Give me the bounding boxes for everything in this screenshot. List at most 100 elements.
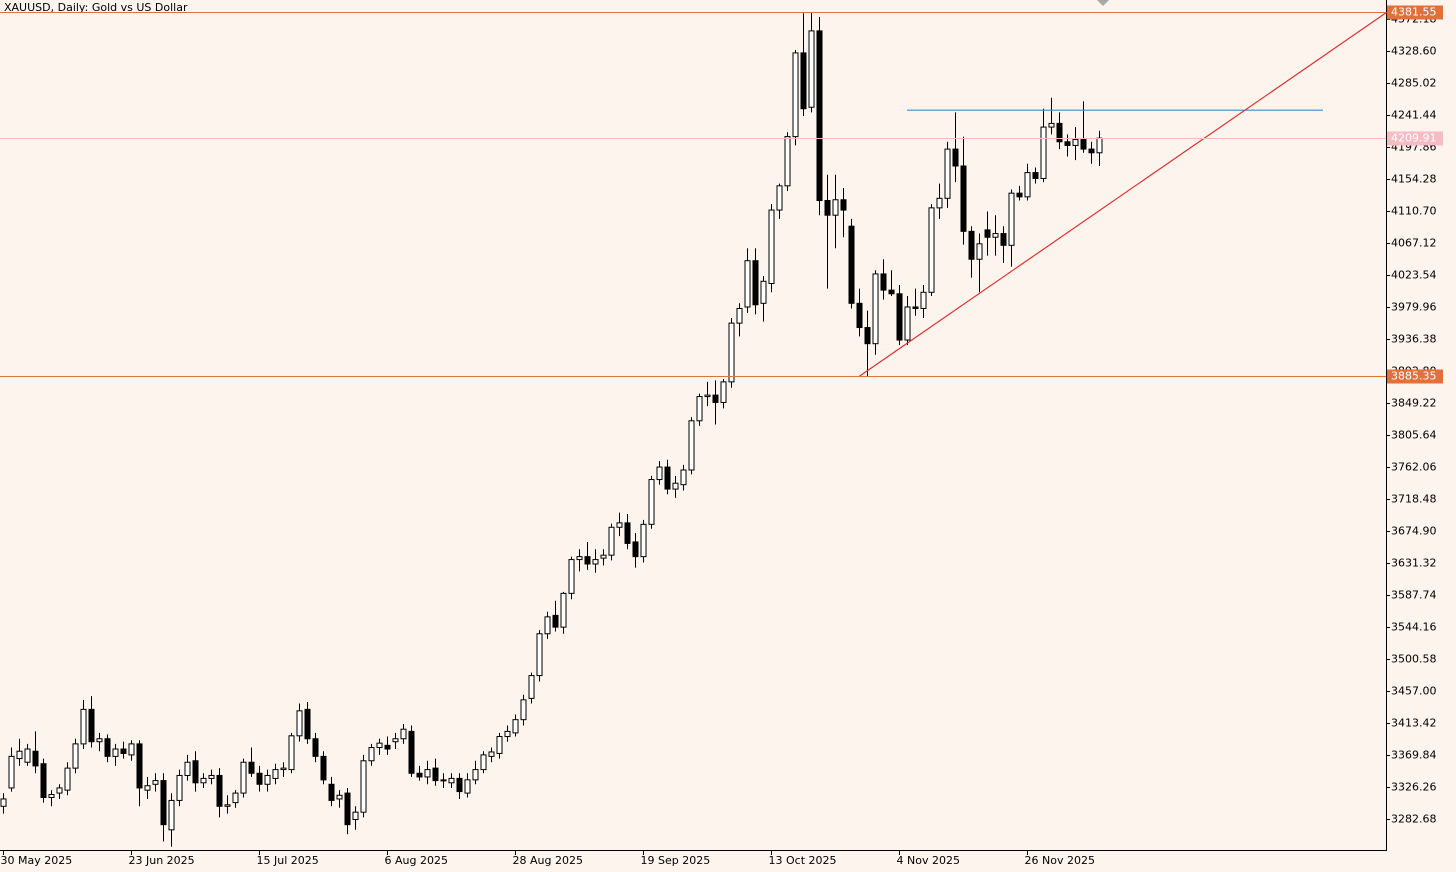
candle-body bbox=[120, 748, 127, 754]
candle-body bbox=[576, 556, 583, 561]
y-tick-label: 4285.02 bbox=[1391, 77, 1437, 90]
candle-body bbox=[960, 165, 967, 232]
candle-body bbox=[856, 302, 863, 329]
y-tick-label: 4241.44 bbox=[1391, 109, 1437, 122]
candle-body bbox=[848, 225, 855, 304]
y-tick-label: 3500.58 bbox=[1391, 653, 1437, 666]
y-tick-label: 3457.00 bbox=[1391, 685, 1437, 698]
candle-body bbox=[368, 747, 375, 762]
candle-body bbox=[512, 719, 519, 734]
level-label-box bbox=[1387, 369, 1443, 384]
candle-body bbox=[384, 744, 391, 750]
candle-body bbox=[248, 761, 255, 774]
candle-body bbox=[648, 479, 655, 525]
candle-body bbox=[800, 52, 807, 110]
candle-body bbox=[968, 230, 975, 260]
candle-body bbox=[728, 322, 735, 383]
candle-body bbox=[312, 738, 319, 757]
y-tick-label: 3979.96 bbox=[1391, 301, 1437, 314]
candle-body bbox=[1096, 137, 1103, 154]
candle-body bbox=[1072, 139, 1079, 146]
y-tick-label: 4067.12 bbox=[1391, 237, 1437, 250]
candle-body bbox=[672, 482, 679, 490]
y-tick-label: 3674.90 bbox=[1391, 525, 1437, 538]
x-tick-label: 19 Sep 2025 bbox=[641, 854, 711, 867]
y-tick-label: 4154.28 bbox=[1391, 173, 1437, 186]
candle-body bbox=[432, 767, 439, 782]
candle-body bbox=[912, 306, 919, 309]
candle-body bbox=[896, 293, 903, 341]
y-tick-label: 3544.16 bbox=[1391, 621, 1437, 634]
level-label: 4209.91 bbox=[1391, 132, 1437, 145]
candle-body bbox=[336, 794, 343, 800]
candle-body bbox=[64, 767, 71, 791]
candle-body bbox=[208, 774, 215, 779]
candle-body bbox=[1064, 141, 1071, 146]
candle-body bbox=[272, 769, 279, 779]
candle-body bbox=[472, 769, 479, 781]
candle-body bbox=[720, 381, 727, 403]
candle-body bbox=[8, 755, 15, 789]
candle-body bbox=[504, 730, 511, 738]
y-tick-label: 3631.32 bbox=[1391, 557, 1437, 570]
candle-body bbox=[544, 616, 551, 635]
x-tick-label: 23 Jun 2025 bbox=[129, 854, 195, 867]
candle-body bbox=[840, 199, 847, 211]
candle-body bbox=[736, 307, 743, 324]
candle-body bbox=[224, 804, 231, 807]
candle-body bbox=[536, 633, 543, 677]
y-tick-label: 3718.48 bbox=[1391, 493, 1437, 506]
level-label: 3885.35 bbox=[1391, 370, 1437, 383]
candle-body bbox=[80, 708, 87, 745]
candle-body bbox=[640, 523, 647, 558]
y-tick-label: 3805.64 bbox=[1391, 429, 1437, 442]
candle-body bbox=[144, 785, 151, 791]
candle-body bbox=[464, 779, 471, 794]
candle-body bbox=[56, 787, 63, 794]
candle-body bbox=[24, 748, 31, 763]
candle-body bbox=[744, 260, 751, 308]
chart-title: XAUUSD, Daily: Gold vs US Dollar bbox=[4, 1, 188, 14]
candle-body bbox=[360, 760, 367, 813]
x-tick-label: 4 Nov 2025 bbox=[897, 854, 960, 867]
candle-body bbox=[440, 779, 447, 782]
candle-body bbox=[400, 728, 407, 740]
level-label-box bbox=[1387, 131, 1443, 146]
y-tick-label: 4110.70 bbox=[1391, 205, 1437, 218]
candle-body bbox=[104, 738, 111, 757]
candle-body bbox=[816, 30, 823, 202]
candle-body bbox=[32, 750, 39, 767]
x-tick-label: 28 Aug 2025 bbox=[513, 854, 583, 867]
candle-body bbox=[128, 743, 135, 756]
candle-body bbox=[216, 774, 223, 807]
candle-body bbox=[240, 761, 247, 794]
level-label: 4381.55 bbox=[1391, 6, 1437, 19]
candle-body bbox=[296, 710, 303, 737]
candle-body bbox=[560, 592, 567, 628]
candle-body bbox=[304, 708, 311, 740]
x-tick-label: 30 May 2025 bbox=[1, 854, 73, 867]
candle-body bbox=[600, 554, 607, 559]
candle-body bbox=[0, 798, 7, 807]
candle-body bbox=[160, 780, 167, 826]
candle-body bbox=[928, 207, 935, 293]
candle-body bbox=[752, 260, 759, 306]
candle-body bbox=[632, 541, 639, 558]
candle-body bbox=[568, 559, 575, 594]
candle-body bbox=[1000, 233, 1007, 246]
candle-body bbox=[784, 136, 791, 187]
candle-body bbox=[776, 185, 783, 211]
candle-body bbox=[88, 708, 95, 743]
y-tick-label: 3326.26 bbox=[1391, 781, 1437, 794]
candle-body bbox=[528, 675, 535, 699]
candle-body bbox=[136, 743, 143, 789]
candle-body bbox=[768, 209, 775, 284]
x-tick-label: 26 Nov 2025 bbox=[1025, 854, 1095, 867]
y-tick-label: 4023.54 bbox=[1391, 269, 1437, 282]
x-tick-label: 13 Oct 2025 bbox=[769, 854, 837, 867]
candle-body bbox=[792, 52, 799, 138]
trend-line bbox=[858, 11, 1388, 377]
candle-body bbox=[448, 777, 455, 784]
